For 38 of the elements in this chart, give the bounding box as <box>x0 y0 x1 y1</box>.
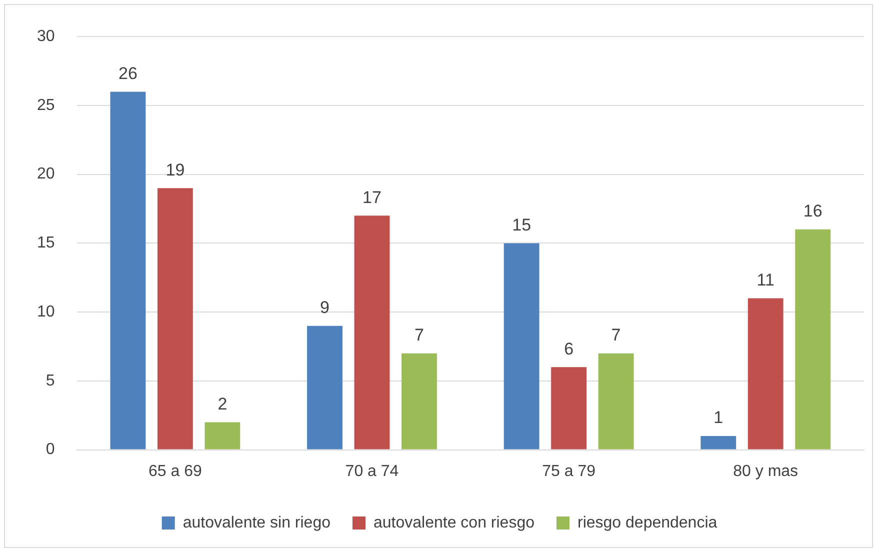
data-label: 19 <box>166 160 185 180</box>
y-tick-label: 30 <box>37 28 55 46</box>
bar <box>551 367 587 450</box>
x-tick-label: 70 a 74 <box>345 462 399 480</box>
bar <box>504 243 540 450</box>
legend-label: autovalente sin riego <box>182 514 331 532</box>
data-label: 7 <box>611 326 621 345</box>
bar <box>157 188 193 450</box>
data-label: 16 <box>803 202 822 221</box>
y-tick-label: 25 <box>37 96 55 114</box>
x-tick-label: 80 y mas <box>733 462 798 480</box>
data-label: 6 <box>564 339 574 358</box>
data-label: 11 <box>756 270 774 290</box>
x-tick-label: 65 a 69 <box>148 462 202 480</box>
y-tick-label: 10 <box>37 303 55 320</box>
bar <box>748 298 784 450</box>
data-label: 15 <box>512 215 532 234</box>
bar <box>700 436 736 450</box>
data-label: 2 <box>218 394 228 414</box>
bar <box>402 353 437 450</box>
data-label: 26 <box>118 64 138 83</box>
y-tick-label: 20 <box>37 166 55 183</box>
bar <box>307 326 342 450</box>
data-label: 9 <box>320 298 330 318</box>
y-tick-label: 15 <box>37 234 55 252</box>
legend-label: riesgo dependencia <box>577 514 718 532</box>
data-label: 17 <box>362 188 382 207</box>
x-tick-label: 75 a 79 <box>542 462 596 480</box>
bar <box>354 216 390 450</box>
y-tick-label: 5 <box>46 372 55 390</box>
legend-label: autovalente con riesgo <box>373 514 535 532</box>
data-label: 1 <box>714 408 724 428</box>
y-tick-label: 0 <box>46 441 55 458</box>
bar <box>204 422 240 450</box>
bar <box>598 353 634 450</box>
bar <box>795 229 831 450</box>
bar <box>110 92 146 450</box>
data-label: 7 <box>414 326 424 345</box>
